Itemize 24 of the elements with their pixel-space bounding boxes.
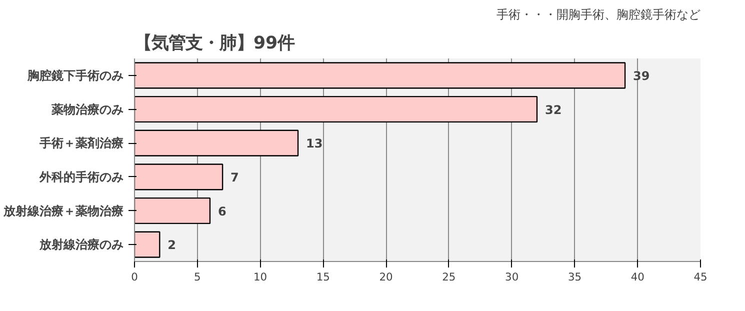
x-tick-label: 10 xyxy=(254,270,268,284)
x-tick-label: 25 xyxy=(442,270,456,284)
x-tick-label: 20 xyxy=(379,270,394,284)
data-label: 13 xyxy=(306,136,323,151)
x-tick-label: 30 xyxy=(505,270,519,284)
x-tick-label: 5 xyxy=(194,270,201,284)
x-tick-label: 35 xyxy=(568,270,582,284)
data-label: 7 xyxy=(230,170,239,184)
y-tick-label: 薬物治療のみ xyxy=(50,102,124,116)
y-tick-label: 外科的手術のみ xyxy=(38,170,124,184)
x-tick-label: 45 xyxy=(694,270,708,284)
y-tick-label: 胸腔鏡下手術のみ xyxy=(26,68,124,82)
data-label: 2 xyxy=(168,238,176,252)
y-tick-label: 放射線治療＋薬物治療 xyxy=(2,204,124,218)
data-label: 32 xyxy=(544,102,562,117)
data-label: 6 xyxy=(218,204,226,218)
y-tick-label: 放射線治療のみ xyxy=(38,238,124,252)
data-label: 39 xyxy=(633,68,650,83)
x-tick-label: 0 xyxy=(131,270,138,284)
x-tick-label: 15 xyxy=(316,270,330,284)
chart-title: 【気管支・肺】99件 xyxy=(134,34,295,54)
y-tick-label: 手術＋薬剤治療 xyxy=(38,136,124,150)
text: 手術・・・開胸手術、胸腔鏡手術など xyxy=(496,8,700,22)
x-tick-label: 40 xyxy=(630,270,645,284)
